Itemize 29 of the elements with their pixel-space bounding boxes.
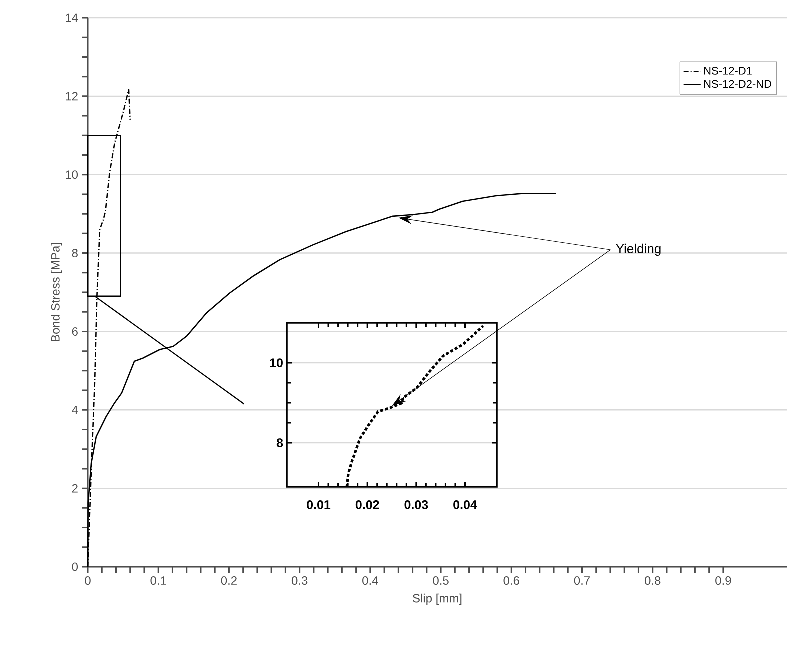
- y-tick-label: 14: [66, 14, 78, 22]
- x-tick-label: 0.5: [433, 576, 449, 586]
- y-axis-title: Bond Stress [MPa]: [51, 243, 62, 342]
- x-tick-label: 0.03: [404, 500, 428, 510]
- x-tick-label: 0.04: [454, 500, 478, 510]
- y-tick-label: 10: [66, 170, 78, 180]
- y-tick-label: 8: [276, 438, 284, 448]
- x-tick-label: 0.2: [221, 576, 237, 586]
- y-tick-label: 10: [270, 358, 283, 368]
- y-tick-label: 12: [66, 92, 78, 101]
- x-tick-label: 0.9: [716, 576, 732, 586]
- x-tick-label: 0.8: [644, 576, 661, 586]
- legend-label: NS-12-D2-ND: [704, 80, 772, 88]
- x-tick-label: 0.7: [574, 576, 590, 586]
- x-tick-label: 0.4: [362, 576, 378, 586]
- annotation: Yielding: [616, 244, 661, 256]
- x-tick-label: 0.1: [150, 576, 166, 586]
- x-tick-label: 0.3: [292, 576, 308, 586]
- y-tick-label: 0: [72, 562, 78, 572]
- y-tick-label: 8: [72, 249, 78, 258]
- y-tick-label: 2: [72, 484, 78, 493]
- x-tick-label: 0.02: [356, 500, 380, 510]
- legend-label: NS-12-D1: [704, 67, 752, 75]
- x-axis-title: Slip [mm]: [413, 594, 462, 606]
- x-tick-label: 0.6: [504, 576, 520, 586]
- x-tick-label: 0: [85, 576, 91, 586]
- y-tick-label: 4: [72, 406, 78, 414]
- x-tick-label: 0.01: [307, 500, 331, 510]
- y-tick-label: 6: [72, 327, 78, 336]
